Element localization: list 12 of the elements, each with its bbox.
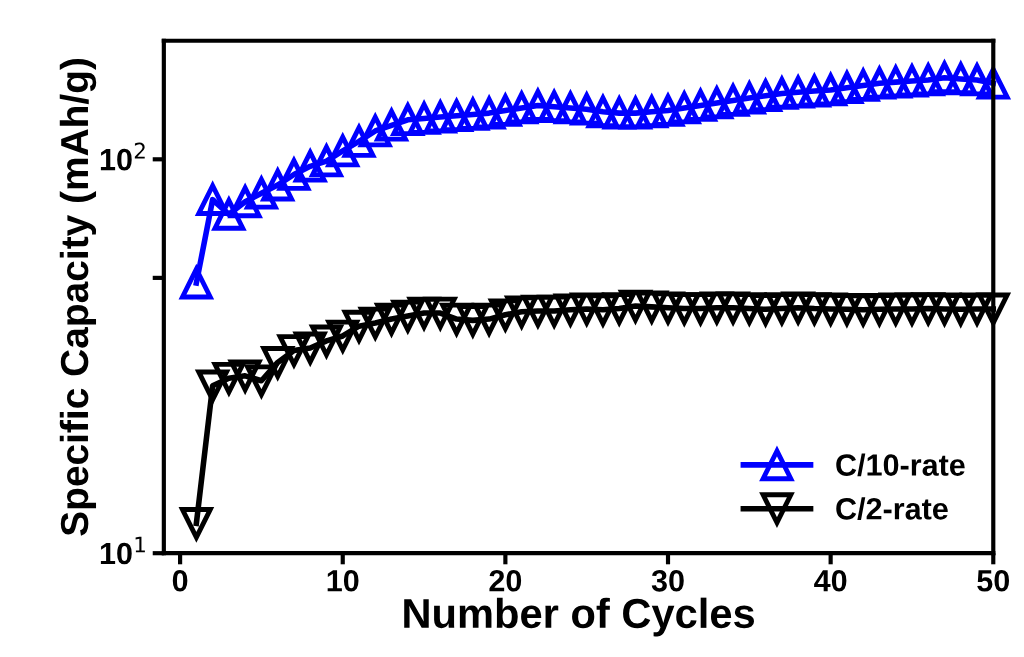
x-tick-label: 10 (327, 569, 359, 592)
x-tick-label: 0 (172, 569, 188, 592)
legend-label: C/10-rate (836, 453, 965, 477)
x-axis-title: Number of Cycles (404, 597, 754, 637)
x-tick-label: 20 (489, 569, 522, 592)
x-tick-label: 50 (977, 569, 1010, 592)
y-axis-title: Specific Capacity (mAh/g) (59, 59, 97, 536)
x-tick-label: 30 (651, 569, 684, 592)
legend-label: C/2-rate (836, 497, 948, 520)
y-tick-label: 10$^{2}$ (100, 142, 145, 171)
y-tick-label: 10$^{1}$ (100, 536, 145, 565)
x-tick-label: 40 (814, 569, 847, 592)
